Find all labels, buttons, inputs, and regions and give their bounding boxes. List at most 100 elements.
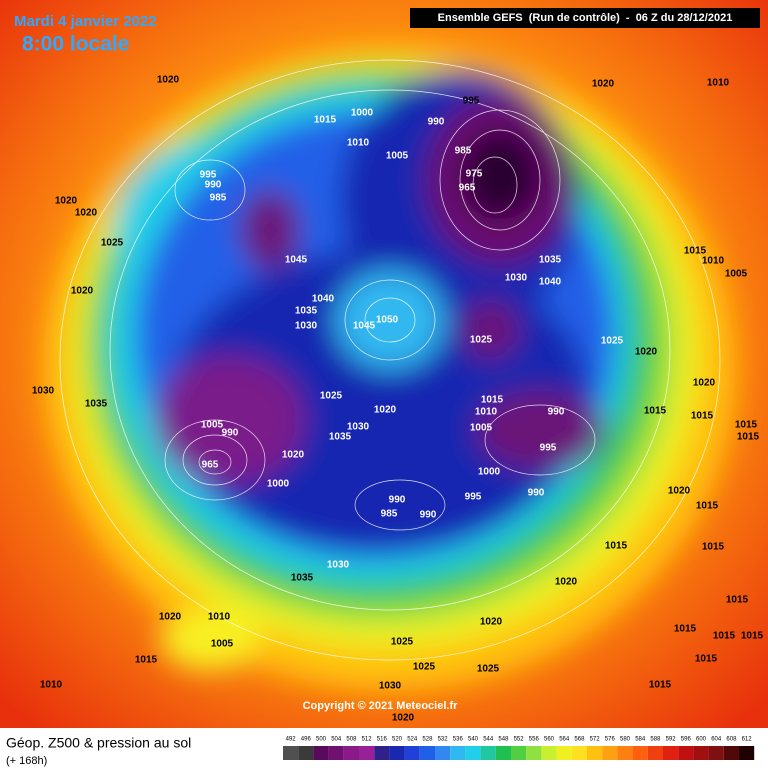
isobar-label: 1015 <box>696 501 719 512</box>
colorbar-label: 608 <box>726 737 737 743</box>
run-box <box>410 8 760 28</box>
isobar-label: 1025 <box>601 336 624 347</box>
colorbar-cell <box>678 746 694 760</box>
colorbar-cell <box>723 746 739 760</box>
colorbar-cell <box>526 746 542 760</box>
colorbar-cell <box>571 746 587 760</box>
isobar-label: 1020 <box>555 577 578 588</box>
colorbar-cell <box>374 746 390 760</box>
isobar-label: 1015 <box>741 631 764 642</box>
isobar-label: 1045 <box>353 321 376 332</box>
colorbar-label: 604 <box>711 737 722 743</box>
isobar-label: 1015 <box>674 624 697 635</box>
isobar-label: 1035 <box>291 573 314 584</box>
isobar-label: 1015 <box>737 432 760 443</box>
colorbar-label: 600 <box>696 737 707 743</box>
colorbar-label: 568 <box>574 737 585 743</box>
footer-title: Géop. Z500 & pression au sol <box>6 735 191 751</box>
isobar-label: 1050 <box>376 315 399 326</box>
isobar-label: 1005 <box>725 269 748 280</box>
isobar-label: 1045 <box>285 255 308 266</box>
colorbar-label: 516 <box>377 737 388 743</box>
isobar-label: 1020 <box>635 347 658 358</box>
isobar-label: 1040 <box>539 277 562 288</box>
colorbar-cell <box>556 746 572 760</box>
colorbar-cell <box>419 746 435 760</box>
isobar-label: 1035 <box>295 306 318 317</box>
colorbar-label: 508 <box>346 737 357 743</box>
colorbar-cell <box>465 746 481 760</box>
colorbar-cell <box>389 746 405 760</box>
run-info: Ensemble GEFS (Run de contrôle) - 06 Z d… <box>438 12 733 24</box>
colorbar-label: 564 <box>559 737 570 743</box>
colorbar-cell <box>739 746 755 760</box>
isobar-label: 1020 <box>592 79 615 90</box>
colorbar-cell <box>404 746 420 760</box>
colorbar-label: 552 <box>514 737 525 743</box>
isobar-label: 1015 <box>735 420 758 431</box>
colorbar-label: 612 <box>742 737 753 743</box>
isobar-label: 1010 <box>702 256 725 267</box>
isobar-label: 1015 <box>649 680 672 691</box>
colorbar-cell <box>298 746 314 760</box>
colorbar-label: 540 <box>468 737 479 743</box>
isobar-label: 995 <box>465 492 482 503</box>
colorbar: 492 496 500 504 508 512 516 520 524 528 532 536 540 5… <box>283 737 755 760</box>
colorbar-label: 536 <box>453 737 464 743</box>
isobar-label: 1020 <box>55 196 78 207</box>
colorbar-label: 572 <box>590 737 601 743</box>
isobar-label: 1010 <box>208 612 231 623</box>
colorbar-label: 556 <box>529 737 540 743</box>
isobar-label: 995 <box>200 170 217 181</box>
isobar-label: 1015 <box>695 654 718 665</box>
isobar-label: 1020 <box>282 450 305 461</box>
isobar-label: 1030 <box>505 273 528 284</box>
isobar-label: 1025 <box>470 335 493 346</box>
colorbar-label: 592 <box>666 737 677 743</box>
geopotential-field <box>45 50 735 690</box>
isobar-label: 1015 <box>702 542 725 553</box>
isobar-label: 975 <box>466 169 483 180</box>
colorbar-cell <box>587 746 603 760</box>
isobar-label: 995 <box>540 443 557 454</box>
colorbar-label: 524 <box>407 737 418 743</box>
isobar-label: 1025 <box>413 662 436 673</box>
isobar-label: 965 <box>459 183 476 194</box>
isobar-label: 1040 <box>312 294 335 305</box>
isobar-label: 1020 <box>693 378 716 389</box>
isobar-label: 1025 <box>391 637 414 648</box>
isobar-label: 1020 <box>71 286 94 297</box>
isobar-label: 1030 <box>295 321 318 332</box>
isobar-label: 1020 <box>668 486 691 497</box>
isobar-label: 1015 <box>314 115 337 126</box>
colorbar-cell <box>480 746 496 760</box>
isobar-label: 1000 <box>267 479 290 490</box>
colorbar-cell <box>632 746 648 760</box>
colorbar-label: 500 <box>316 737 327 743</box>
colorbar-cell <box>541 746 557 760</box>
colorbar-cell <box>693 746 709 760</box>
isobar-label: 990 <box>420 510 437 521</box>
colorbar-label: 512 <box>362 737 373 743</box>
colorbar-cell <box>617 746 633 760</box>
isobar-label: 1000 <box>351 108 374 119</box>
isobar-label: 1025 <box>320 391 343 402</box>
isobar-label: 985 <box>455 146 472 157</box>
colorbar-label: 560 <box>544 737 555 743</box>
isobar-label: 990 <box>205 180 222 191</box>
isobar-label: 1010 <box>347 138 370 149</box>
isobar-label: 1015 <box>605 541 628 552</box>
isobar-label: 1005 <box>470 423 493 434</box>
isobar-label: 1015 <box>691 411 714 422</box>
colorbar-cell <box>328 746 344 760</box>
isobar-label: 990 <box>428 117 445 128</box>
isobar-label: 1030 <box>347 422 370 433</box>
isobar-label: 1025 <box>477 664 500 675</box>
isobar-label: 1015 <box>481 395 504 406</box>
colorbar-label: 520 <box>392 737 403 743</box>
isobar-label: 1020 <box>157 75 180 86</box>
isobar-label: 1015 <box>135 655 158 666</box>
isobar-label: 1015 <box>726 595 749 606</box>
colorbar-label: 532 <box>438 737 449 743</box>
